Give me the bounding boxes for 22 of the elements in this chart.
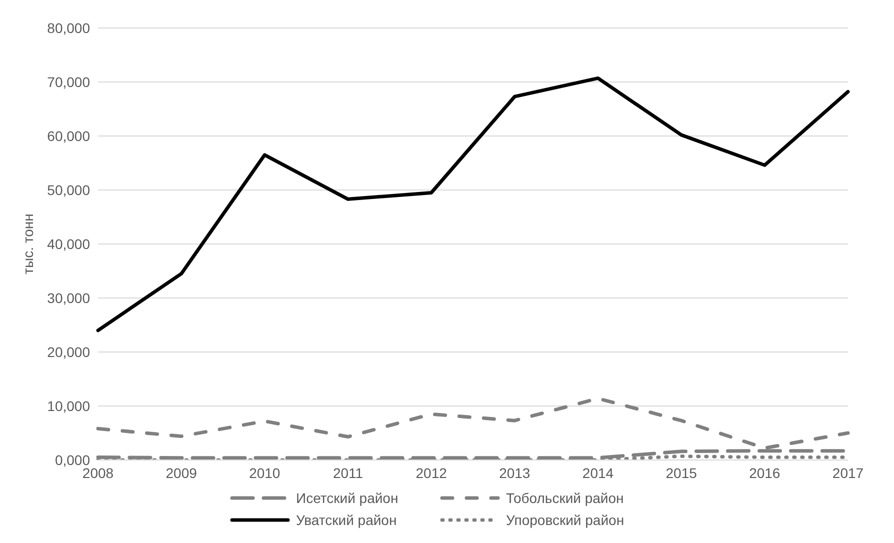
y-tick-label: 70,000 bbox=[47, 74, 90, 90]
y-tick-label: 10,000 bbox=[47, 398, 90, 414]
y-tick-label: 40,000 bbox=[47, 236, 90, 252]
x-tick-label: 2016 bbox=[749, 464, 780, 481]
legend-label: Уватский район bbox=[296, 512, 397, 528]
legend-label: Упоровский район bbox=[506, 512, 624, 528]
y-tick-label: 80,000 bbox=[47, 20, 90, 36]
x-tick-label: 2009 bbox=[166, 464, 198, 481]
y-tick-label: 30,000 bbox=[47, 290, 90, 306]
x-tick-label: 2012 bbox=[416, 464, 448, 481]
y-tick-label: 20,000 bbox=[47, 344, 90, 360]
x-tick-label: 2013 bbox=[499, 464, 530, 481]
legend-label: Исетский район bbox=[296, 490, 398, 506]
y-axis-title: тыс. тонн bbox=[20, 214, 36, 274]
x-tick-label: 2017 bbox=[832, 464, 864, 481]
x-tick-label: 2010 bbox=[249, 464, 280, 481]
x-tick-label: 2011 bbox=[332, 464, 364, 481]
y-tick-label: 60,000 bbox=[47, 128, 90, 144]
x-tick-label: 2014 bbox=[582, 464, 614, 481]
x-tick-label: 2015 bbox=[666, 464, 698, 481]
legend-label: Тобольский район bbox=[506, 490, 624, 506]
y-tick-label: 50,000 bbox=[47, 182, 90, 198]
